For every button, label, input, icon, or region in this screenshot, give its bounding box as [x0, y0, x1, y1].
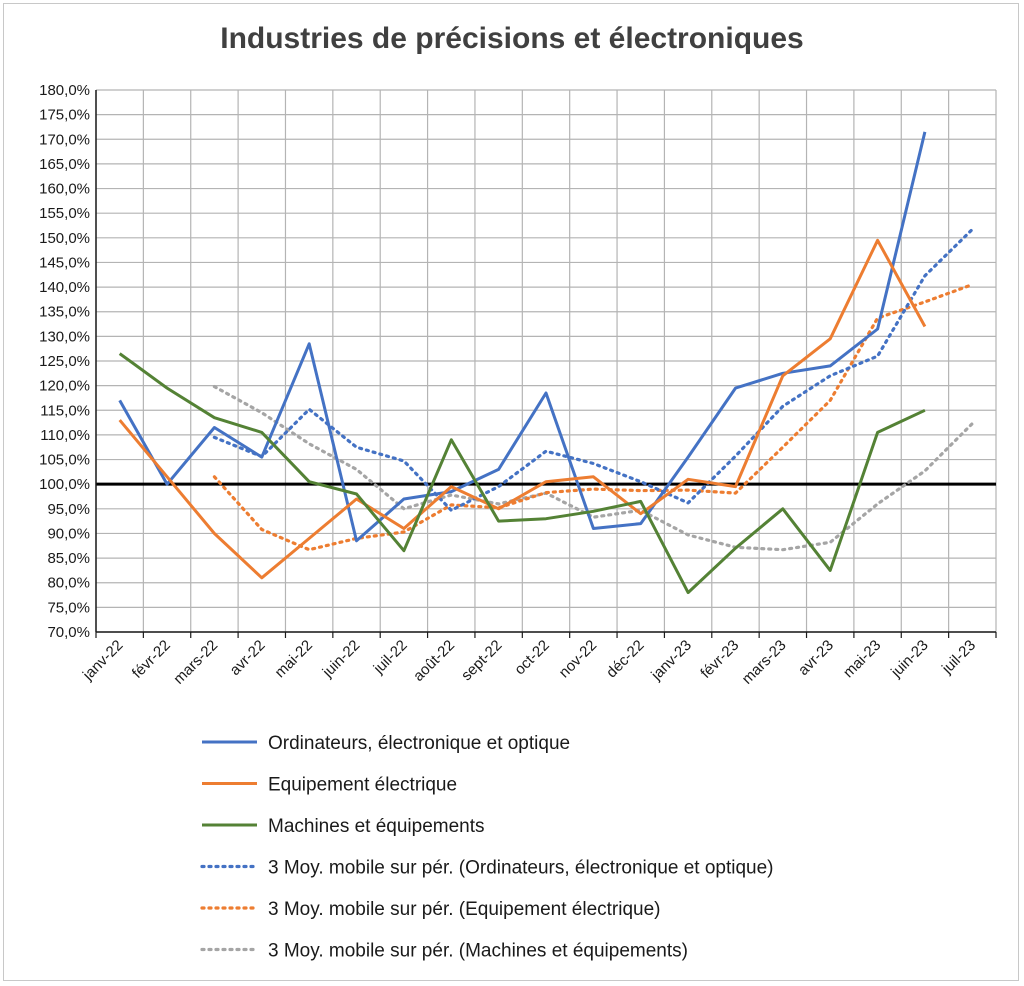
y-tick-label: 115,0%	[40, 402, 90, 419]
legend-label: 3 Moy. mobile sur pér. (Ordinateurs, éle…	[268, 858, 774, 879]
x-tick-label: avr-23	[795, 637, 837, 679]
x-tick-label: déc-22	[603, 637, 647, 681]
series-layer	[118, 131, 974, 595]
series-line-0	[118, 131, 927, 543]
x-tick-label: mars-23	[739, 637, 790, 688]
y-tick-label: 110,0%	[40, 427, 90, 444]
y-tick-label: 140,0%	[39, 279, 90, 296]
y-tick-label: 175,0%	[39, 107, 90, 124]
legend-item-3: 3 Moy. mobile sur pér. (Ordinateurs, éle…	[200, 858, 774, 879]
legend: Ordinateurs, électronique et optique Equi…	[200, 733, 774, 962]
legend-label: Machines et équipements	[268, 816, 485, 837]
x-tick-label: janv-22	[79, 637, 127, 685]
legend-item-0: Ordinateurs, électronique et optique	[202, 733, 570, 754]
y-tick-label: 105,0%	[39, 452, 90, 469]
y-tick-label: 85,0%	[47, 550, 90, 567]
series-line-4	[212, 283, 974, 552]
series-line-2	[118, 352, 926, 595]
x-tick-label: mars-22	[170, 637, 221, 688]
y-tick-label: 130,0%	[39, 328, 90, 345]
legend-label: Ordinateurs, électronique et optique	[268, 733, 570, 754]
legend-item-1: Equipement électrique	[202, 775, 457, 796]
y-tick-label: 145,0%	[39, 254, 90, 271]
y-tick-label: 100,0%	[39, 476, 90, 493]
x-tick-label: sept-22	[458, 637, 505, 684]
legend-label: 3 Moy. mobile sur pér. (Equipement élect…	[268, 899, 661, 920]
x-tick-label: juil-23	[938, 637, 979, 678]
legend-label: Equipement électrique	[268, 775, 457, 796]
y-tick-label: 90,0%	[47, 525, 90, 542]
y-tick-label: 95,0%	[47, 501, 90, 518]
x-tick-label: nov-22	[556, 637, 600, 681]
y-tick-label: 75,0%	[47, 599, 90, 616]
y-tick-label: 165,0%	[39, 156, 90, 173]
x-tick-label: mai-22	[272, 637, 316, 681]
x-tick-label: janv-23	[647, 637, 695, 685]
y-tick-label: 125,0%	[39, 353, 90, 370]
y-tick-label: 70,0%	[47, 624, 90, 641]
y-tick-label: 150,0%	[39, 230, 90, 247]
legend-item-2: Machines et équipements	[202, 816, 485, 837]
chart-title: Industries de précisions et électronique…	[220, 22, 804, 55]
y-tick-label: 160,0%	[39, 181, 90, 198]
x-tick-label: oct-22	[511, 637, 553, 679]
series-line-3	[212, 227, 974, 512]
x-tick-label: juil-22	[370, 637, 411, 678]
axis-layer: 70,0% 75,0% 80,0% 85,0% 90,0% 95,0% 100,0% 105,…	[39, 82, 997, 688]
y-tick-label: 120,0%	[39, 378, 90, 395]
x-tick-label: juin-23	[887, 637, 932, 682]
y-tick-label: 135,0%	[39, 304, 90, 321]
y-tick-label: 170,0%	[39, 131, 90, 148]
grid-layer	[95, 89, 997, 633]
y-tick-label: 80,0%	[47, 575, 90, 592]
x-tick-label: févr-23	[697, 637, 742, 682]
series-line-5	[212, 385, 974, 552]
series-line-1	[118, 238, 927, 580]
legend-item-5: 3 Moy. mobile sur pér. (Machines et équi…	[200, 941, 688, 962]
y-tick-label: 155,0%	[39, 205, 90, 222]
x-tick-label: mai-23	[840, 637, 884, 681]
x-tick-label: août-22	[410, 637, 458, 685]
y-tick-label: 180,0%	[39, 82, 90, 99]
x-tick-label: juin-22	[319, 637, 364, 682]
x-tick-label: févr-22	[129, 637, 174, 682]
legend-item-4: 3 Moy. mobile sur pér. (Equipement élect…	[200, 899, 661, 920]
legend-label: 3 Moy. mobile sur pér. (Machines et équi…	[268, 941, 688, 962]
x-tick-label: avr-22	[227, 637, 269, 679]
chart-frame	[3, 3, 1019, 981]
